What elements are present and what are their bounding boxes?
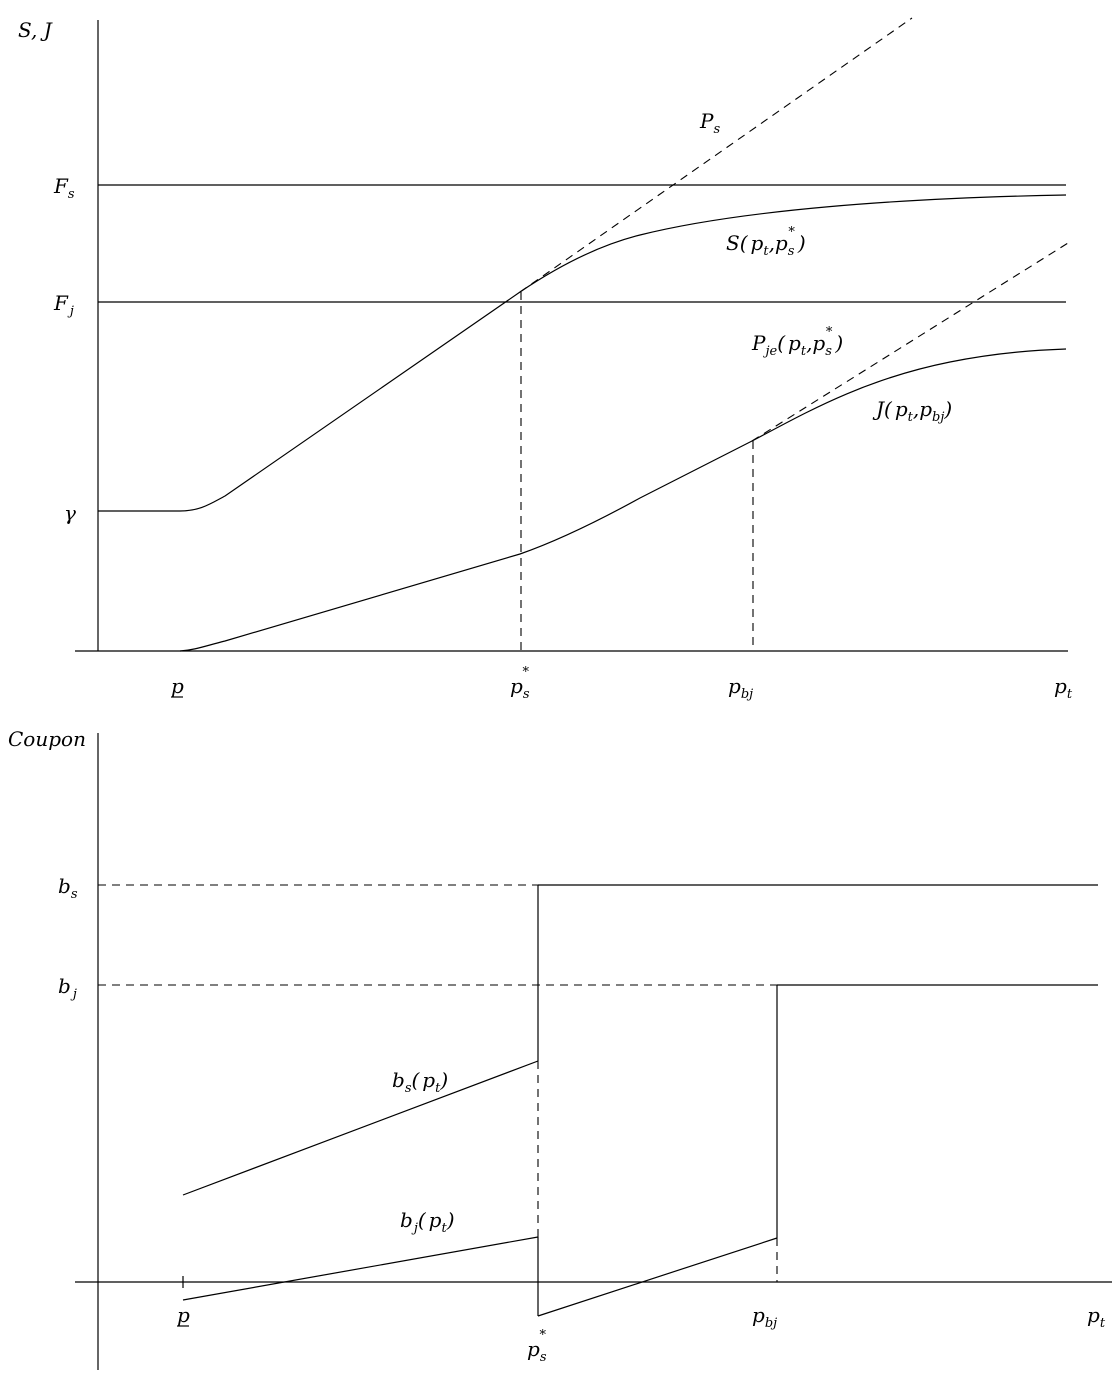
top-y-axis-label: S, J: [18, 18, 53, 42]
pbj-tick-label: pbj: [728, 674, 753, 702]
ps-curve-label: Ps: [699, 109, 720, 137]
bottom-pt-tick-label: pt: [1087, 1303, 1106, 1331]
j-curve: [179, 348, 1067, 652]
pje-line: [751, 242, 1069, 442]
bs-pt-label: bs(pt): [392, 1068, 448, 1096]
gamma-tick-label: γ: [64, 501, 76, 525]
ps-star-tick-label: ps*: [510, 665, 530, 702]
s-curve-label: S(pt,ps*): [726, 225, 806, 259]
j-curve-label: J(pt,pbj): [872, 397, 952, 425]
bj-mid-line: [537, 1237, 778, 1317]
bs-pt-line: [182, 1060, 539, 1196]
svg-text:p: p: [171, 674, 184, 698]
pje-curve-label: Pje(pt,ps*): [751, 325, 843, 359]
bottom-y-axis-label: Coupon: [8, 727, 86, 751]
bottom-p-under-tick-label: p: [177, 1303, 190, 1327]
bj-pt-label: bj(pt): [400, 1208, 455, 1236]
bs-tick-label: bs: [58, 874, 78, 902]
bj-pt-line: [182, 1236, 539, 1301]
svg-text:p: p: [177, 1303, 190, 1327]
bottom-pbj-tick-label: pbj: [752, 1303, 777, 1331]
pt-tick-label: pt: [1054, 674, 1073, 702]
fs-tick-label: Fs: [53, 174, 75, 202]
s-curve: [98, 194, 1067, 512]
p-under-tick-label: p: [171, 674, 184, 698]
ps-line: [519, 17, 913, 293]
bottom-ps-star-tick-label: ps*: [527, 1328, 547, 1365]
